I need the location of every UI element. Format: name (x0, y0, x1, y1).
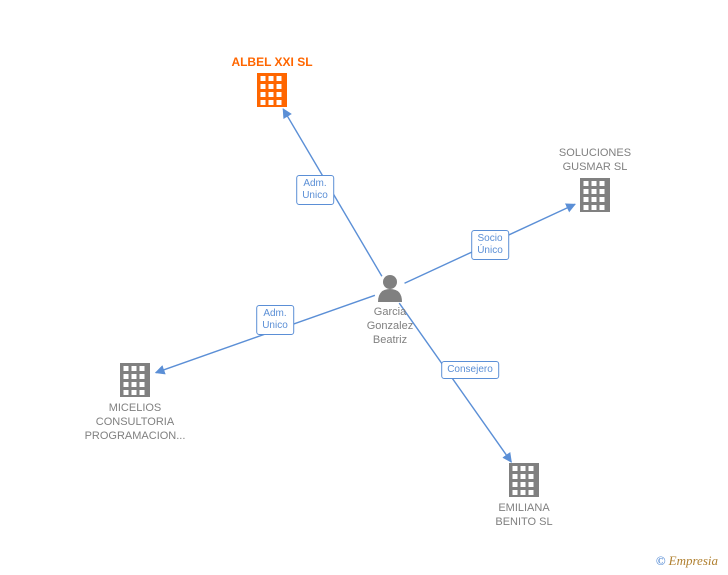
building-icon-emiliana (509, 463, 539, 497)
node-label-albel: ALBEL XXI SL (212, 55, 332, 70)
network-svg (0, 0, 728, 575)
edge-label-albel: Adm. Unico (296, 175, 334, 205)
person-icon (378, 275, 402, 302)
edge-label-emiliana: Consejero (441, 361, 499, 379)
copyright-symbol: © (656, 553, 666, 568)
building-icon-gusmar (580, 178, 610, 212)
brand-name: Empresia (669, 553, 718, 568)
edge-label-gusmar: Socio Único (471, 230, 509, 260)
node-label-gusmar: SOLUCIONESGUSMAR SL (535, 147, 655, 175)
node-label-emiliana: EMILIANABENITO SL (464, 502, 584, 530)
person-label: GarciaGonzalezBeatriz (330, 306, 450, 347)
building-icon-micelios (120, 363, 150, 397)
watermark: ©Empresia (656, 553, 718, 569)
node-label-micelios: MICELIOSCONSULTORIAPROGRAMACION... (75, 402, 195, 443)
edge-label-micelios: Adm. Unico (256, 305, 294, 335)
building-icon-albel (257, 73, 287, 107)
